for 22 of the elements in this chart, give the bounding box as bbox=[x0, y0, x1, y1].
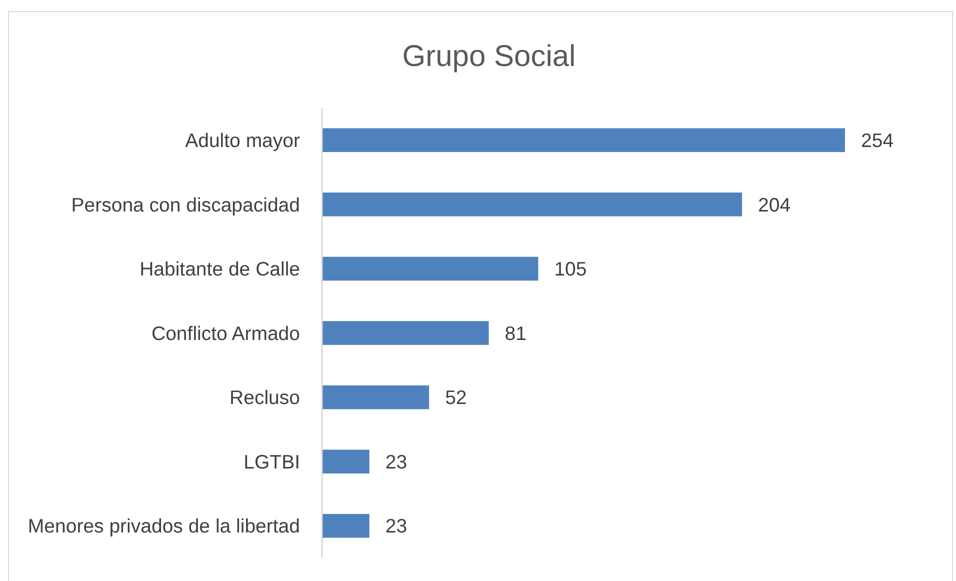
y-tick-label: Menores privados de la libertad bbox=[28, 516, 300, 538]
y-tick-label: Habitante de Calle bbox=[140, 258, 300, 281]
data-label: 23 bbox=[385, 516, 408, 538]
bar bbox=[322, 385, 430, 410]
data-label: 204 bbox=[758, 194, 791, 216]
chart-title: Grupo Social bbox=[402, 40, 576, 73]
y-tick-label: Recluso bbox=[230, 387, 300, 410]
bar bbox=[322, 192, 742, 216]
data-label: 81 bbox=[504, 322, 526, 345]
data-label: 23 bbox=[385, 451, 408, 474]
data-label: 105 bbox=[554, 258, 587, 281]
bar bbox=[322, 450, 370, 474]
y-tick-label: Conflicto Armado bbox=[152, 322, 300, 345]
bar bbox=[322, 256, 538, 281]
y-tick-label: LGTBI bbox=[244, 451, 300, 474]
data-label: 254 bbox=[861, 130, 894, 152]
y-tick-label: Adulto mayor bbox=[185, 130, 300, 152]
bar bbox=[322, 128, 845, 152]
data-label: 52 bbox=[445, 387, 467, 410]
y-tick-label: Persona con discapacidad bbox=[71, 194, 300, 216]
bar bbox=[322, 514, 370, 538]
bar bbox=[322, 321, 489, 345]
